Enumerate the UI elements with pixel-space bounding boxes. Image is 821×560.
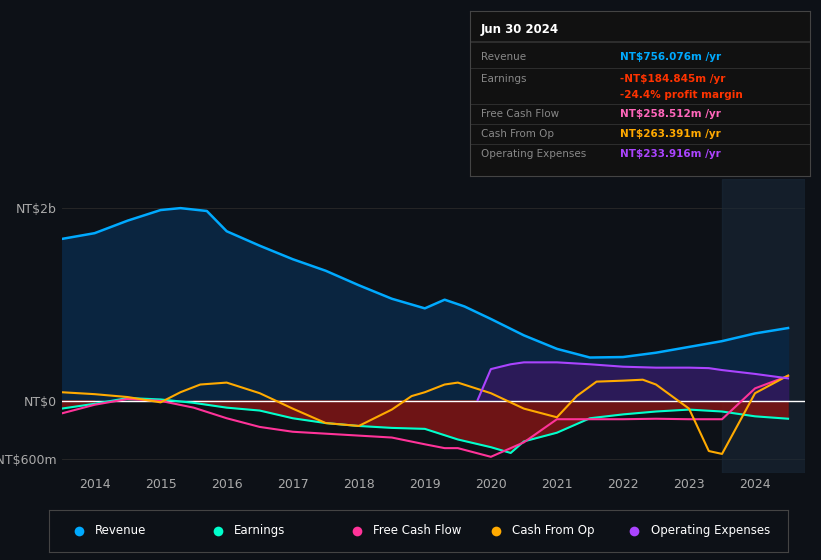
Text: -NT$184.845m /yr: -NT$184.845m /yr bbox=[620, 74, 725, 84]
Text: -24.4% profit margin: -24.4% profit margin bbox=[620, 90, 742, 100]
Text: Free Cash Flow: Free Cash Flow bbox=[373, 524, 461, 537]
Text: NT$233.916m /yr: NT$233.916m /yr bbox=[620, 149, 720, 159]
Text: Jun 30 2024: Jun 30 2024 bbox=[480, 23, 559, 36]
Text: NT$756.076m /yr: NT$756.076m /yr bbox=[620, 53, 721, 63]
Text: Operating Expenses: Operating Expenses bbox=[480, 149, 586, 159]
Text: Cash From Op: Cash From Op bbox=[480, 129, 553, 139]
Text: Operating Expenses: Operating Expenses bbox=[651, 524, 770, 537]
Bar bbox=[722, 179, 805, 473]
Text: NT$263.391m /yr: NT$263.391m /yr bbox=[620, 129, 720, 139]
Text: Revenue: Revenue bbox=[95, 524, 146, 537]
Text: Free Cash Flow: Free Cash Flow bbox=[480, 109, 559, 119]
Text: Cash From Op: Cash From Op bbox=[511, 524, 594, 537]
Text: Earnings: Earnings bbox=[234, 524, 286, 537]
Text: Earnings: Earnings bbox=[480, 74, 526, 84]
Text: Revenue: Revenue bbox=[480, 53, 525, 63]
Text: NT$258.512m /yr: NT$258.512m /yr bbox=[620, 109, 721, 119]
